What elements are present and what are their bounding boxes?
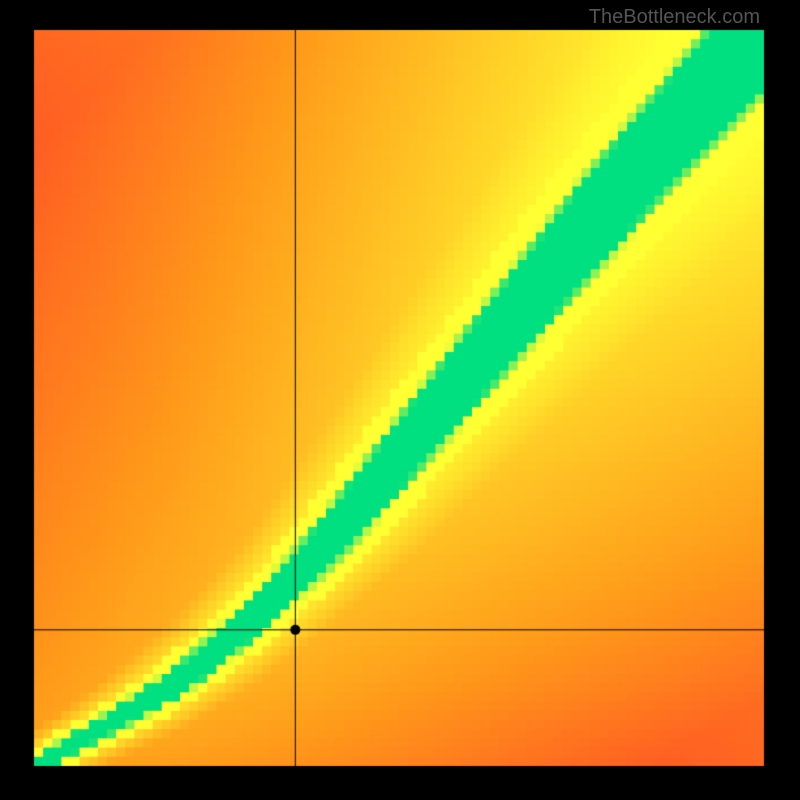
chart-container: TheBottleneck.com	[0, 0, 800, 800]
watermark-text: TheBottleneck.com	[589, 6, 760, 29]
bottleneck-heatmap	[0, 0, 800, 800]
